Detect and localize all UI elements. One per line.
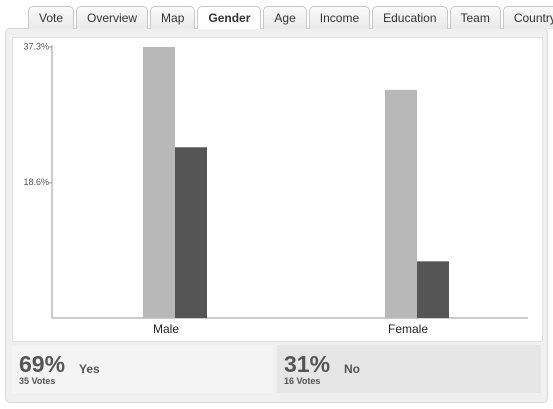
tab[interactable]: Age — [263, 6, 307, 29]
tab[interactable]: Map — [150, 6, 196, 29]
answer: Yes — [79, 362, 100, 376]
answer: No — [344, 362, 360, 376]
bar — [385, 89, 417, 318]
tab[interactable]: Gender — [197, 6, 262, 29]
y-tick-label: 18.6% — [23, 177, 49, 187]
tab[interactable]: Vote — [28, 6, 75, 29]
votes: 16 Votes — [284, 376, 321, 386]
tab[interactable]: Team — [449, 6, 501, 29]
percent: 69% — [19, 351, 66, 377]
x-tick-label: Female — [388, 322, 428, 336]
chart-box — [12, 37, 543, 342]
tab-bar: Vote Overview Map Gender Age Income Education T… — [28, 6, 553, 29]
percent: 31% — [284, 351, 331, 377]
votes: 35 Votes — [19, 376, 56, 386]
tab[interactable]: Income — [308, 6, 371, 29]
bar — [175, 147, 207, 318]
bar — [143, 47, 175, 318]
x-tick-label: Male — [153, 322, 179, 336]
y-tick-label: 37.3% — [23, 41, 49, 51]
tab[interactable]: Education — [372, 6, 448, 29]
tab[interactable]: Overview — [76, 6, 149, 29]
tab[interactable]: Country — [502, 6, 553, 29]
summary-no: 31% No 16 Votes — [277, 345, 541, 393]
bar — [417, 261, 449, 318]
summary-yes: 69% Yes 35 Votes — [12, 345, 273, 393]
